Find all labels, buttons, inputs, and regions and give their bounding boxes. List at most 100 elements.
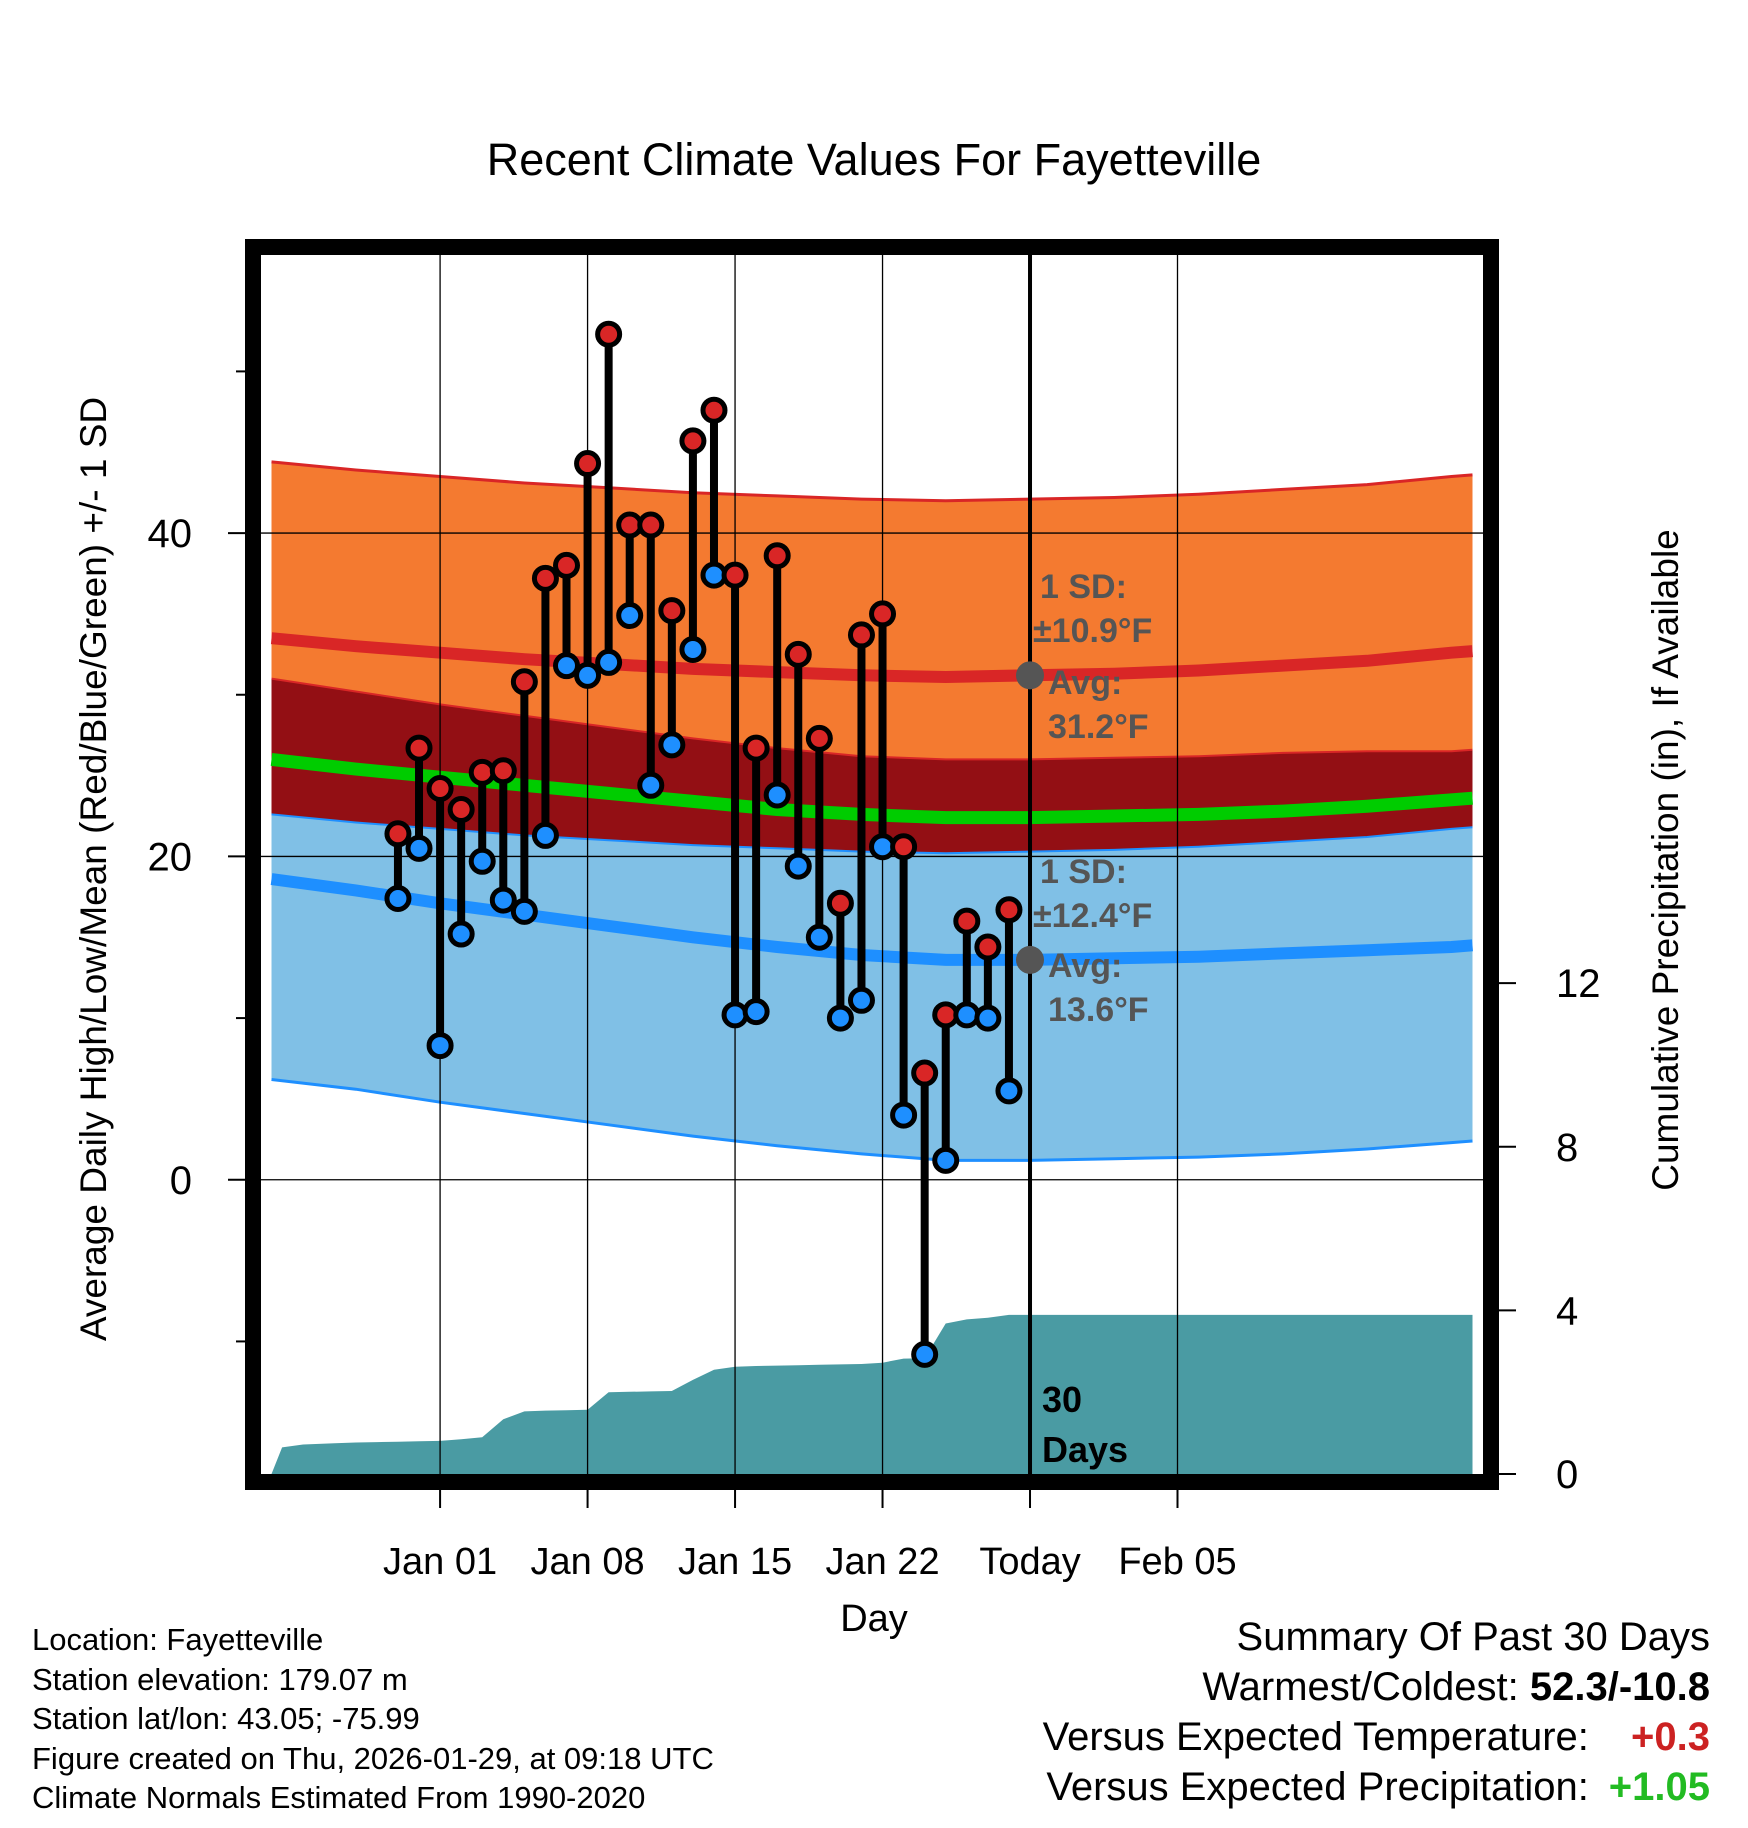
temp-anomaly-value: +0.3 xyxy=(1631,1715,1710,1759)
warmest-coldest-value: 52.3/-10.8 xyxy=(1529,1665,1710,1709)
observed-low-point xyxy=(531,821,559,849)
y-axis-label-right: Cumulative Precipitation (in), If Availa… xyxy=(1645,529,1686,1191)
high-avg-value: 31.2°F xyxy=(1048,708,1149,746)
observed-low-point xyxy=(826,1004,854,1032)
observed-high-point xyxy=(531,564,559,592)
x-axis-label: Day xyxy=(840,1598,908,1640)
y-right-tick-label: 0 xyxy=(1556,1453,1578,1497)
observed-low-point xyxy=(805,923,833,951)
normal-high-line xyxy=(270,632,1473,684)
low-sd-value: ±12.4°F xyxy=(1033,897,1152,935)
temp-anomaly-label: Versus Expected Temperature: xyxy=(1042,1715,1589,1759)
y-right-tick-label: 8 xyxy=(1556,1126,1578,1170)
observed-high-point xyxy=(553,551,580,579)
observed-low-point xyxy=(953,1001,981,1029)
observed-low-point xyxy=(616,602,644,630)
observed-low-point xyxy=(658,731,686,759)
observed-high-point xyxy=(700,396,728,424)
x-tick-label: Feb 05 xyxy=(1118,1541,1236,1583)
observed-high-point xyxy=(826,889,854,917)
temp-anomaly-row: Versus Expected Temperature: +0.3 xyxy=(1043,1712,1710,1762)
low-avg-label: Avg: xyxy=(1048,947,1122,985)
observed-low-point xyxy=(489,886,517,914)
y-left-tick-label: 0 xyxy=(170,1159,192,1203)
observed-high-point xyxy=(742,734,770,762)
normals-text: Climate Normals Estimated From 1990-2020 xyxy=(32,1780,646,1815)
observed-low-point xyxy=(995,1077,1023,1105)
observed-high-point xyxy=(574,450,602,478)
low-avg-value: 13.6°F xyxy=(1048,991,1149,1029)
warmest-coldest-row: Warmest/Coldest: 52.3/-10.8 xyxy=(1043,1662,1710,1712)
chart-title: Recent Climate Values For Fayetteville xyxy=(487,134,1261,185)
today-days-number: 30 xyxy=(1042,1379,1082,1420)
observed-low-point xyxy=(468,847,496,875)
observed-high-point xyxy=(447,796,475,824)
elevation-text: Station elevation: 179.07 m xyxy=(32,1661,408,1697)
low-sd-label: 1 SD: xyxy=(1040,853,1127,891)
x-tick-label: Jan 01 xyxy=(383,1541,497,1583)
y-left-tick-label: 20 xyxy=(148,835,193,879)
observed-low-point xyxy=(510,897,538,925)
low-lower-sd-line xyxy=(271,1078,1473,1162)
observed-high-point xyxy=(426,775,454,803)
observed-high-point xyxy=(721,561,749,589)
observed-high-point xyxy=(805,724,833,752)
observed-high-point xyxy=(847,621,875,649)
latlon-text: Station lat/lon: 43.05; -75.99 xyxy=(32,1701,420,1736)
y-right-tick-label: 4 xyxy=(1556,1289,1578,1333)
summary-box: Summary Of Past 30 Days Warmest/Coldest:… xyxy=(1043,1612,1710,1812)
observed-low-point xyxy=(384,884,412,912)
observed-high-point xyxy=(911,1059,939,1087)
precip-anomaly-row: Versus Expected Precipitation: +1.05 xyxy=(1043,1762,1710,1812)
high-sd-value: ±10.9°F xyxy=(1033,612,1152,650)
observed-high-point xyxy=(953,907,981,935)
precip-anomaly-label: Versus Expected Precipitation: xyxy=(1046,1765,1589,1809)
high-avg-marker xyxy=(1016,661,1045,690)
observed-low-point xyxy=(426,1032,454,1060)
observed-high-point xyxy=(995,896,1023,924)
observed-low-point xyxy=(974,1004,1002,1032)
observed-low-point xyxy=(911,1340,939,1368)
precip-anomaly-value: +1.05 xyxy=(1608,1765,1710,1809)
observed-high-point xyxy=(974,933,1002,961)
observed-low-point xyxy=(890,1101,918,1129)
observed-high-point xyxy=(869,600,897,628)
high-upper-sd-line xyxy=(271,460,1473,503)
created-text: Figure created on Thu, 2026-01-29, at 09… xyxy=(32,1740,714,1776)
low-avg-marker xyxy=(1016,945,1045,974)
high-avg-label: Avg: xyxy=(1048,664,1122,702)
y-left-tick-label: 40 xyxy=(148,512,193,556)
precip-area xyxy=(271,1314,1473,1474)
observed-low-point xyxy=(721,1001,749,1029)
observed-low-point xyxy=(574,661,602,689)
observed-low-point xyxy=(932,1146,960,1174)
y-axis-label-left: Average Daily High/Low/Mean (Red/Blue/Gr… xyxy=(73,397,114,1341)
today-days-label: Days xyxy=(1042,1429,1128,1470)
observed-high-point xyxy=(784,640,812,668)
warmest-coldest-label: Warmest/Coldest: xyxy=(1202,1665,1519,1709)
observed-high-point xyxy=(405,734,433,762)
observed-high-point xyxy=(489,757,517,785)
observed-high-point xyxy=(384,820,412,848)
x-tick-label: Jan 08 xyxy=(531,1541,645,1583)
observed-low-point xyxy=(742,998,770,1026)
x-tick-label: Jan 22 xyxy=(825,1541,939,1583)
observed-low-point xyxy=(553,652,580,680)
x-tick-label: Jan 15 xyxy=(678,1541,792,1583)
observed-low-point xyxy=(595,648,623,676)
y-right-tick-label: 12 xyxy=(1556,962,1601,1006)
observed-high-point xyxy=(763,542,791,570)
observed-low-point xyxy=(784,852,812,880)
observed-low-point xyxy=(637,771,665,799)
observed-high-point xyxy=(679,427,707,455)
observed-low-point xyxy=(405,834,433,862)
high-sd-label: 1 SD: xyxy=(1040,568,1127,606)
observed-high-point xyxy=(658,597,686,625)
station-info: Location: Fayetteville Station elevation… xyxy=(32,1620,714,1818)
plot-frame xyxy=(245,239,1499,1490)
low-upper-sd-line xyxy=(271,677,1473,761)
location-text: Location: Fayetteville xyxy=(32,1622,324,1657)
observed-low-point xyxy=(847,986,875,1014)
observed-low-point xyxy=(679,635,707,663)
